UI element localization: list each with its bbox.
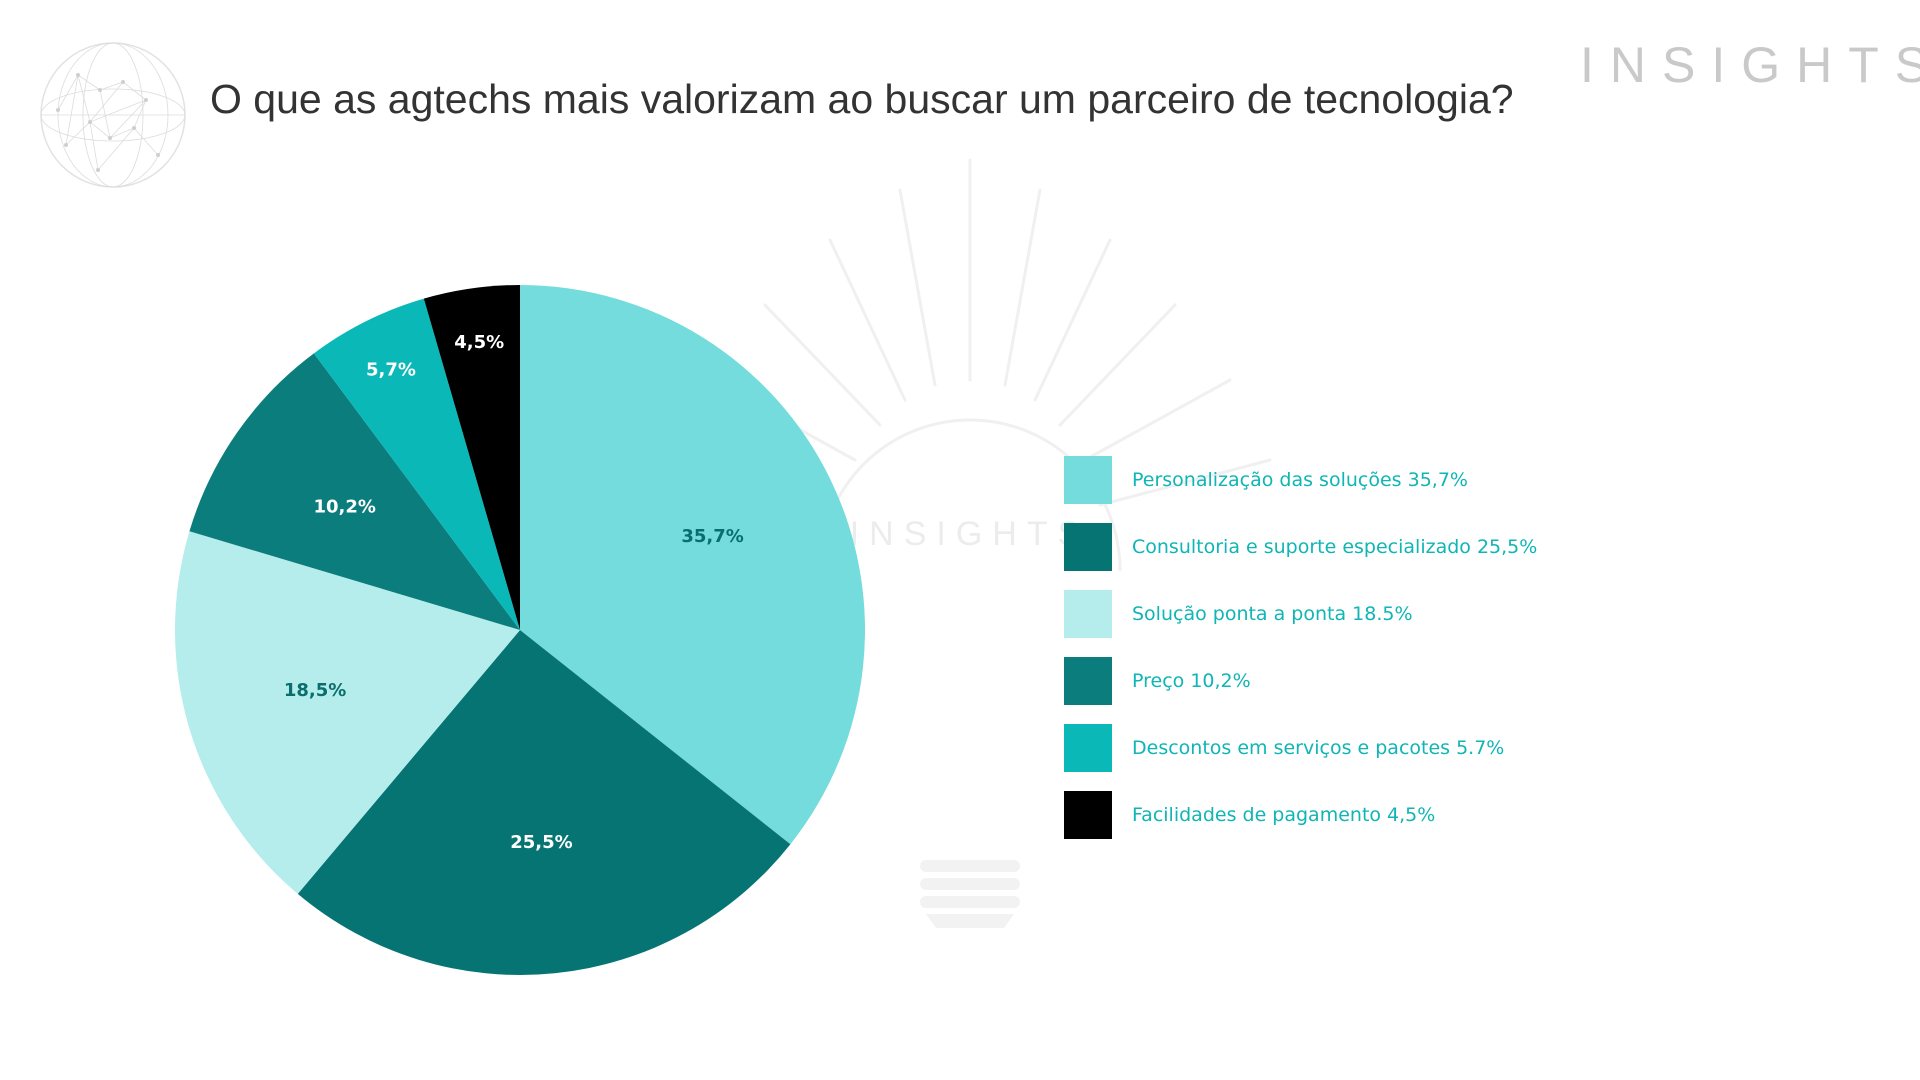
- pie-slice-0: [520, 285, 866, 845]
- pie-slice-label: 25,5%: [510, 832, 572, 853]
- legend-swatch: [1064, 523, 1112, 571]
- legend-item-consultoria: Consultoria e suporte especializado 25,5…: [1064, 523, 1537, 571]
- legend-swatch: [1064, 657, 1112, 705]
- legend-item-solucao: Solução ponta a ponta 18.5%: [1064, 590, 1537, 638]
- legend-label: Solução ponta a ponta 18.5%: [1132, 603, 1413, 625]
- legend-swatch: [1064, 456, 1112, 504]
- pie-slice-label: 18,5%: [284, 680, 346, 701]
- pie-labels: 35,7% 25,5% 18,5% 10,2% 5,7% 4,5%: [284, 332, 744, 853]
- legend-label: Consultoria e suporte especializado 25,5…: [1132, 536, 1538, 558]
- legend-item-pagamento: Facilidades de pagamento 4,5%: [1064, 791, 1537, 839]
- legend-label: Descontos em serviços e pacotes 5.7%: [1132, 737, 1505, 759]
- pie-slice-3: [189, 353, 521, 630]
- legend-swatch: [1064, 724, 1112, 772]
- legend-label: Facilidades de pagamento 4,5%: [1132, 804, 1436, 826]
- legend-swatch: [1064, 590, 1112, 638]
- pie-slice-label: 4,5%: [454, 332, 504, 353]
- pie-slice-2: [175, 531, 520, 894]
- pie-slice-label: 10,2%: [314, 496, 376, 517]
- pie-slice-label: 35,7%: [681, 526, 743, 547]
- pie-chart: 35,7% 25,5% 18,5% 10,2% 5,7% 4,5%: [175, 285, 866, 976]
- legend-item-preco: Preço 10,2%: [1064, 657, 1537, 705]
- page-title: O que as agtechs mais valorizam ao busca…: [210, 76, 1514, 122]
- brand-wordmark: INSIGHTS: [1580, 37, 1920, 93]
- pie-slice-label: 5,7%: [366, 359, 416, 380]
- legend-label: Preço 10,2%: [1132, 670, 1251, 692]
- pie-slice-4: [313, 298, 520, 630]
- legend-label: Personalização das soluções 35,7%: [1132, 469, 1468, 491]
- globe-network-icon: [40, 42, 186, 188]
- pie-slices: [175, 285, 866, 976]
- legend-item-personalizacao: Personalização das soluções 35,7%: [1064, 456, 1537, 504]
- watermark-text: INSIGHTS: [850, 515, 1091, 553]
- pie-slice-1: [297, 630, 791, 976]
- chart-legend: Personalização das soluções 35,7% Consul…: [1064, 456, 1537, 858]
- legend-swatch: [1064, 791, 1112, 839]
- pie-slice-5: [423, 285, 520, 630]
- legend-item-descontos: Descontos em serviços e pacotes 5.7%: [1064, 724, 1537, 772]
